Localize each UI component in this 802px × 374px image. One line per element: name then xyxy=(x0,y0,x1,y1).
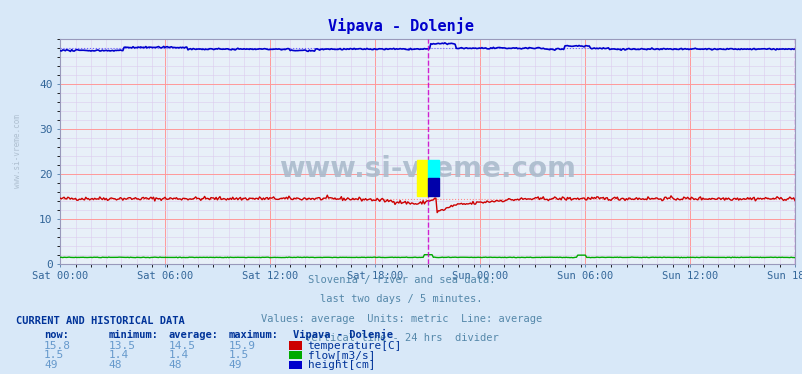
Text: height[cm]: height[cm] xyxy=(307,360,375,370)
Text: now:: now: xyxy=(44,331,69,340)
Bar xyxy=(427,178,438,196)
Text: last two days / 5 minutes.: last two days / 5 minutes. xyxy=(320,294,482,304)
Text: flow[m3/s]: flow[m3/s] xyxy=(307,350,375,360)
Text: 48: 48 xyxy=(168,360,182,370)
Text: temperature[C]: temperature[C] xyxy=(307,341,402,350)
Text: Slovenia / river and sea data.: Slovenia / river and sea data. xyxy=(307,275,495,285)
Text: Values: average  Units: metric  Line: average: Values: average Units: metric Line: aver… xyxy=(261,314,541,324)
Text: average:: average: xyxy=(168,331,218,340)
Text: vertical line - 24 hrs  divider: vertical line - 24 hrs divider xyxy=(304,333,498,343)
Text: 14.5: 14.5 xyxy=(168,341,196,350)
Text: minimum:: minimum: xyxy=(108,331,158,340)
Text: 48: 48 xyxy=(108,360,122,370)
Text: Vipava - Dolenje: Vipava - Dolenje xyxy=(328,17,474,34)
Text: 13.5: 13.5 xyxy=(108,341,136,350)
Bar xyxy=(427,160,438,178)
Text: 15.8: 15.8 xyxy=(44,341,71,350)
Text: CURRENT AND HISTORICAL DATA: CURRENT AND HISTORICAL DATA xyxy=(16,316,184,325)
Text: www.si-vreme.com: www.si-vreme.com xyxy=(13,114,22,188)
Text: 1.5: 1.5 xyxy=(44,350,64,360)
Text: 49: 49 xyxy=(229,360,242,370)
Text: 49: 49 xyxy=(44,360,58,370)
Text: 15.9: 15.9 xyxy=(229,341,256,350)
Text: maximum:: maximum: xyxy=(229,331,278,340)
Text: 1.4: 1.4 xyxy=(168,350,188,360)
Text: 1.4: 1.4 xyxy=(108,350,128,360)
Bar xyxy=(416,160,427,196)
Text: www.si-vreme.com: www.si-vreme.com xyxy=(279,156,575,183)
Text: 1.5: 1.5 xyxy=(229,350,249,360)
Text: Vipava - Dolenje: Vipava - Dolenje xyxy=(293,329,393,340)
